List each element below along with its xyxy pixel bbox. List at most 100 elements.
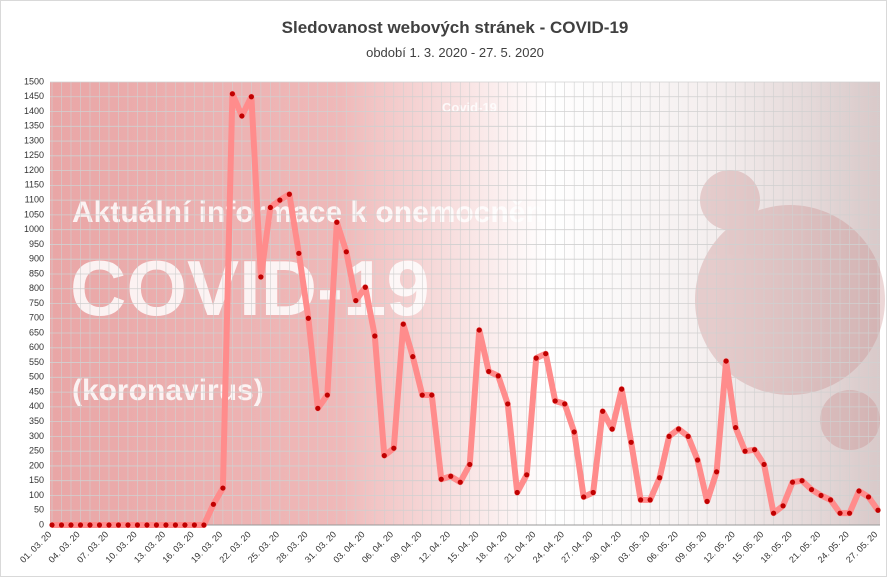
chart-title: Sledovanost webových stránek - COVID-19 (282, 18, 629, 37)
marker (210, 501, 217, 507)
marker (827, 497, 834, 503)
y-tick-label: 250 (29, 446, 44, 456)
marker (49, 522, 55, 528)
y-tick-label: 1200 (24, 165, 44, 175)
marker (685, 433, 691, 439)
marker (448, 473, 454, 479)
y-tick-label: 0 (39, 519, 44, 529)
marker (248, 94, 254, 100)
marker (258, 274, 264, 280)
marker (229, 91, 235, 97)
marker (704, 498, 710, 504)
y-tick-label: 650 (29, 327, 44, 337)
marker (134, 522, 141, 528)
marker (524, 472, 530, 478)
marker (732, 424, 739, 431)
marker (638, 497, 644, 503)
marker (277, 197, 283, 203)
watermark: (koronavirus) (72, 374, 264, 407)
marker (144, 522, 150, 528)
marker (808, 486, 815, 493)
marker (163, 522, 169, 528)
y-tick-label: 700 (29, 313, 44, 323)
marker (486, 368, 492, 375)
chart-subtitle: období 1. 3. 2020 - 27. 5. 2020 (366, 45, 544, 60)
marker (381, 452, 387, 459)
marker (220, 485, 226, 491)
marker (562, 401, 568, 407)
marker (305, 315, 311, 321)
marker (191, 522, 198, 528)
marker (789, 479, 796, 485)
y-tick-label: 1450 (24, 91, 44, 101)
marker (761, 461, 767, 468)
marker (353, 297, 359, 304)
marker (400, 321, 406, 327)
marker (770, 510, 777, 516)
marker (372, 333, 378, 339)
y-tick-label: 550 (29, 357, 44, 367)
marker (865, 494, 872, 500)
marker (125, 522, 131, 528)
marker (77, 522, 84, 528)
marker (846, 510, 853, 516)
marker (334, 219, 340, 225)
marker (96, 522, 103, 528)
y-tick-label: 750 (29, 298, 44, 308)
y-tick-label: 450 (29, 386, 44, 396)
marker (505, 401, 511, 407)
marker (68, 522, 74, 528)
marker (552, 398, 558, 404)
y-tick-label: 150 (29, 475, 44, 485)
marker (419, 392, 425, 398)
marker (837, 510, 843, 516)
marker (296, 250, 302, 256)
marker (391, 445, 397, 451)
marker (875, 507, 881, 513)
marker (239, 113, 245, 119)
marker (666, 433, 672, 439)
y-tick-label: 1250 (24, 150, 44, 160)
marker (609, 426, 615, 432)
y-tick-label: 900 (29, 254, 44, 264)
y-tick-label: 100 (29, 490, 44, 500)
y-tick-label: 500 (29, 372, 44, 382)
y-tick-label: 400 (29, 401, 44, 411)
marker (723, 358, 729, 364)
marker (343, 249, 349, 255)
y-tick-label: 1050 (24, 209, 44, 219)
marker (600, 408, 606, 414)
marker (495, 373, 501, 379)
y-tick-label: 1150 (25, 180, 44, 190)
y-tick-label: 850 (29, 268, 44, 278)
marker (713, 469, 720, 475)
line (52, 90, 881, 528)
y-tick-label: 300 (29, 431, 44, 441)
marker (514, 489, 520, 496)
marker (467, 461, 473, 468)
marker (153, 522, 160, 528)
marker (315, 405, 321, 411)
y-tick-label: 1500 (24, 76, 44, 86)
y-tick-label: 50 (34, 505, 44, 515)
marker (115, 522, 122, 528)
y-tick-label: 1300 (24, 135, 44, 145)
y-tick-label: 800 (29, 283, 44, 293)
marker (286, 191, 292, 197)
marker (410, 354, 416, 360)
marker (457, 479, 463, 485)
watermark: COVID-19 (70, 244, 430, 332)
marker (362, 284, 368, 290)
marker (628, 439, 634, 445)
marker (182, 522, 188, 528)
y-tick-label: 350 (29, 416, 44, 426)
marker (619, 386, 625, 392)
marker (58, 522, 65, 528)
marker (533, 355, 539, 361)
y-tick-label: 1100 (25, 195, 44, 205)
marker (676, 426, 682, 432)
marker (590, 489, 596, 496)
marker (571, 429, 577, 435)
marker (106, 522, 112, 528)
